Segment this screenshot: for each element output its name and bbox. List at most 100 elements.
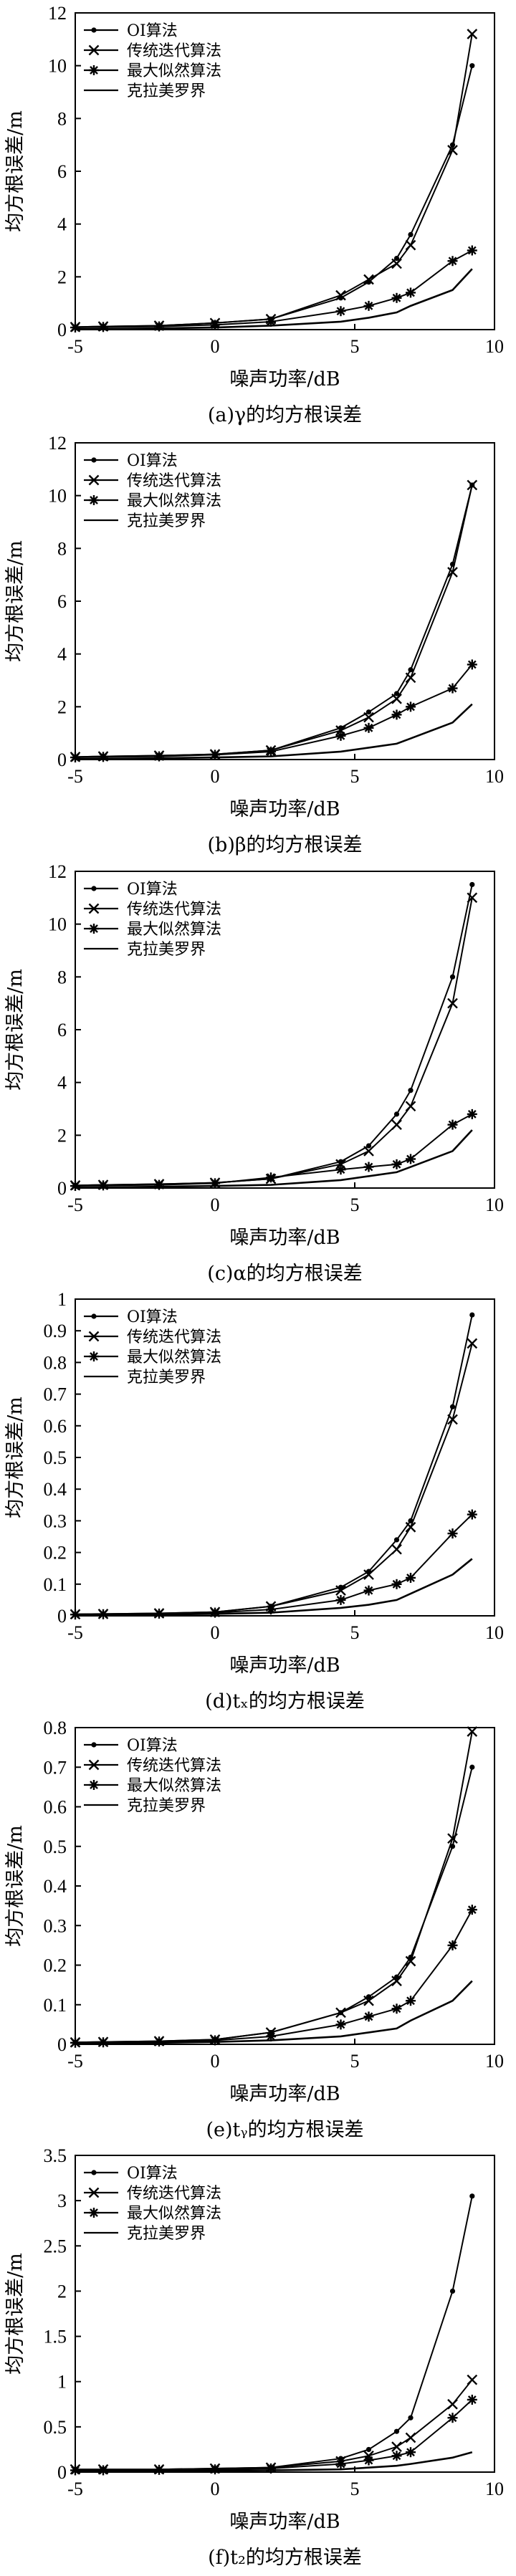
legend-entry-4: 克拉美罗界 xyxy=(84,1369,206,1387)
legend-marker xyxy=(89,1351,99,1361)
y-tick-label: 0.4 xyxy=(44,1876,67,1897)
y-tick-label: 1 xyxy=(57,2372,67,2393)
data-point xyxy=(467,29,478,39)
y-tick-label: 12 xyxy=(48,861,67,882)
legend-label: 克拉美罗界 xyxy=(127,82,206,100)
legend-label: 最大似然算法 xyxy=(127,1777,221,1795)
x-tick-label: 10 xyxy=(485,2051,504,2072)
x-tick-label: -5 xyxy=(67,1194,83,1215)
data-point xyxy=(393,691,400,696)
data-point xyxy=(266,2031,276,2041)
legend-label: 传统迭代算法 xyxy=(127,1757,221,1775)
data-point xyxy=(393,1111,400,1117)
data-point xyxy=(405,1521,416,1533)
series-4 xyxy=(75,1980,473,2045)
data-point xyxy=(469,2193,475,2199)
data-point xyxy=(70,1181,80,1192)
series-4 xyxy=(75,1558,473,1617)
x-tick-label: 10 xyxy=(485,1622,504,1643)
y-tick-label: 0 xyxy=(57,2462,67,2483)
series-line xyxy=(75,664,473,759)
data-point xyxy=(393,2428,400,2434)
y-tick-label: 2.5 xyxy=(44,2236,67,2256)
data-point xyxy=(363,1162,374,1172)
data-point xyxy=(363,1995,374,2006)
data-point xyxy=(391,258,402,269)
legend-marker xyxy=(91,886,97,891)
legend-label: 克拉美罗界 xyxy=(127,941,206,959)
plot-frame xyxy=(75,12,495,330)
data-point xyxy=(406,1996,416,2006)
data-point xyxy=(366,709,372,715)
data-point xyxy=(391,292,402,303)
legend-label: 传统迭代算法 xyxy=(127,901,221,919)
legend-label: 传统迭代算法 xyxy=(127,42,221,60)
x-axis-label: 噪声功率/dB xyxy=(229,2083,340,2105)
y-tick-label: 2 xyxy=(57,1125,67,1146)
series-3 xyxy=(70,245,477,333)
series-4 xyxy=(75,703,473,760)
data-point xyxy=(363,1585,374,1596)
data-point xyxy=(266,746,276,757)
data-point xyxy=(447,1940,458,1950)
data-point xyxy=(210,2464,220,2475)
legend-marker xyxy=(88,1331,100,1342)
legend-entry-3: 最大似然算法 xyxy=(84,1349,221,1366)
data-point xyxy=(391,1119,402,1130)
data-point xyxy=(391,1579,402,1589)
legend-label: 克拉美罗界 xyxy=(127,2225,206,2243)
y-tick-label: 0 xyxy=(57,2034,67,2055)
data-point xyxy=(467,1109,477,1119)
series-line xyxy=(75,1558,473,1617)
y-tick-label: 0.5 xyxy=(44,1837,67,1857)
y-axis-label: 均方根误差/m xyxy=(4,1825,27,1947)
legend-label: OI算法 xyxy=(127,1737,178,1755)
data-point xyxy=(391,2003,402,2014)
y-tick-label: 12 xyxy=(48,3,67,24)
data-point xyxy=(447,567,458,578)
y-axis-label: 均方根误差/m xyxy=(4,1397,27,1518)
legend-entry-3: 最大似然算法 xyxy=(84,62,221,80)
data-point xyxy=(467,1726,478,1737)
legend-label: 最大似然算法 xyxy=(127,492,221,510)
legend-marker xyxy=(89,1780,99,1790)
chart-caption: (e)tᵧ的均方根误差 xyxy=(206,2119,363,2141)
data-point xyxy=(335,289,346,301)
data-point xyxy=(449,974,456,980)
data-point xyxy=(391,1976,402,1986)
y-tick-label: 3 xyxy=(57,2190,67,2211)
chart-panel-6: -5 0 5 1000.511.522.533.5噪声功率/dB均方根误差/m(f)t… xyxy=(4,2145,504,2569)
y-tick-label: 0 xyxy=(57,750,67,770)
legend-entry-2: 传统迭代算法 xyxy=(84,42,221,60)
x-tick-label: 5 xyxy=(350,336,360,357)
y-tick-label: 10 xyxy=(48,486,67,507)
chart-caption: (f)t₂的均方根误差 xyxy=(208,2547,362,2569)
data-point xyxy=(391,2441,402,2452)
legend-entry-1: OI算法 xyxy=(84,881,178,899)
data-point xyxy=(449,2288,456,2294)
y-tick-label: 0.9 xyxy=(44,1321,67,1341)
x-tick-label: 5 xyxy=(350,2051,360,2072)
data-point xyxy=(391,2451,402,2461)
x-tick-label: 0 xyxy=(211,766,220,787)
data-point xyxy=(335,730,346,741)
data-point xyxy=(405,672,416,684)
series-line xyxy=(75,703,473,760)
legend-label: 克拉美罗界 xyxy=(127,1369,206,1387)
y-tick-label: 1.5 xyxy=(44,2327,67,2347)
data-point xyxy=(408,1088,414,1093)
y-tick-label: 0.6 xyxy=(44,1416,67,1437)
y-tick-label: 0.3 xyxy=(44,1915,67,1936)
data-point xyxy=(363,2011,374,2022)
legend-marker xyxy=(88,44,100,56)
y-tick-label: 2 xyxy=(57,267,67,287)
x-tick-label: -5 xyxy=(67,2479,83,2499)
y-tick-label: 8 xyxy=(57,967,67,987)
legend-entry-3: 最大似然算法 xyxy=(84,921,221,939)
y-tick-label: 3.5 xyxy=(44,2145,67,2166)
series-line xyxy=(75,268,473,330)
data-point xyxy=(70,752,80,763)
y-axis-label: 均方根误差/m xyxy=(4,969,27,1091)
x-tick-label: -5 xyxy=(67,336,83,357)
